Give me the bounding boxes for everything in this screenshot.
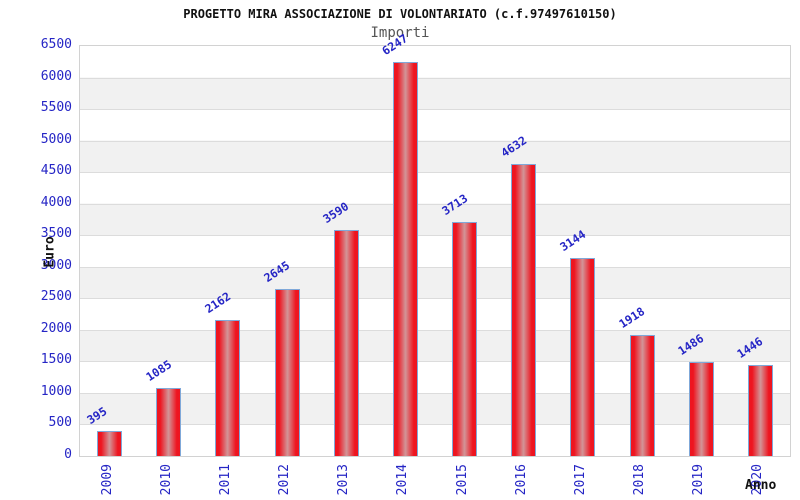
bar-value-label: 3713 [438, 190, 470, 218]
bar-2009 [97, 431, 123, 456]
gridline [80, 140, 790, 142]
gridline [80, 109, 790, 111]
gridline [80, 392, 790, 394]
x-tick-label: 2017 [572, 464, 588, 496]
gridline [80, 172, 790, 174]
x-tick-label: 2016 [513, 464, 529, 496]
x-tick-label: 2014 [395, 464, 411, 496]
x-tick-label: 2010 [158, 464, 174, 496]
y-tick-label: 1000 [40, 383, 72, 399]
y-tick-label: 1500 [40, 352, 72, 368]
y-tick-label: 500 [48, 415, 72, 431]
x-tick-label: 2013 [336, 464, 352, 496]
bar-value-label: 1918 [616, 304, 648, 332]
bar-2010 [156, 387, 182, 456]
x-tick-label: 2012 [277, 464, 293, 496]
y-tick-label: 0 [64, 447, 72, 462]
y-tick-label: 4500 [40, 163, 72, 179]
y-tick-label: 5000 [40, 131, 72, 147]
gridline [80, 298, 790, 300]
x-axis-title: Anno [745, 478, 777, 493]
x-tick-label: 2009 [99, 464, 115, 496]
x-tick-label: 2011 [217, 464, 233, 496]
chart-title: PROGETTO MIRA ASSOCIAZIONE DI VOLONTARIA… [183, 7, 617, 21]
gridline [80, 235, 790, 237]
y-axis-title: Euro [42, 236, 58, 268]
gridline [80, 329, 790, 331]
gridline [80, 203, 790, 205]
bar-2020 [747, 364, 773, 456]
y-tick-label: 4000 [40, 194, 72, 210]
y-tick-label: 6500 [40, 37, 72, 52]
bar-value-label: 2162 [202, 288, 234, 316]
y-tick-label: 6000 [40, 68, 72, 84]
y-tick-label: 2000 [40, 320, 72, 336]
plot-area: 395 1085 2162 2645 3590 6247 3713 4632 3144 1918 1… [79, 31, 791, 457]
x-tick-label: 2019 [691, 464, 707, 496]
bar-value-label: 3144 [557, 226, 589, 254]
gridline [80, 424, 790, 426]
x-axis: 2009 2010 2011 2012 2013 2014 2015 2016 2017 2018… [79, 456, 789, 500]
gridline [80, 361, 790, 363]
bar-2017 [570, 257, 596, 456]
bar-2015 [452, 221, 478, 456]
y-tick-label: 3000 [40, 257, 72, 273]
bar-2012 [274, 289, 300, 456]
bar-2011 [215, 319, 241, 456]
chart-subtitle: Importi [370, 25, 430, 41]
bar-2016 [511, 163, 537, 456]
y-tick-label: 2500 [40, 289, 72, 305]
gridline [80, 77, 790, 79]
bar-value-label: 1486 [675, 331, 707, 359]
bar-2019 [688, 362, 714, 456]
bar-value-label: 4632 [498, 132, 529, 160]
bar-value-label: 2645 [261, 258, 293, 286]
bar-value-label: 1446 [734, 333, 766, 361]
y-tick-label: 5500 [40, 100, 72, 116]
gridline [80, 266, 790, 268]
x-tick-label: 2015 [454, 464, 470, 496]
bar-2014 [392, 61, 418, 456]
bar-2018 [629, 335, 655, 456]
bar-2013 [333, 229, 359, 456]
y-tick-label: 3500 [40, 226, 72, 242]
x-tick-label: 2018 [632, 464, 648, 496]
